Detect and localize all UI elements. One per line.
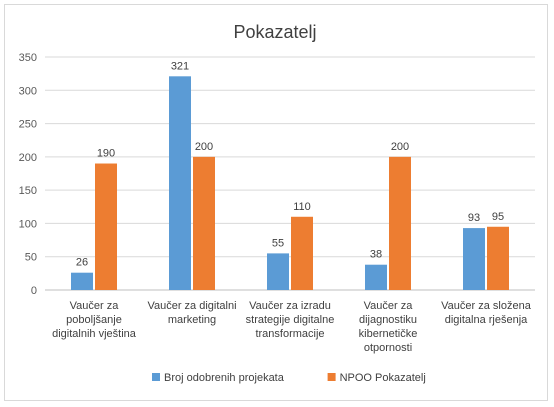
category-label: Vaučer za poboljšanje digitalnih vještina	[52, 300, 137, 340]
category-label-line: Vaučer za izradu	[249, 300, 331, 312]
y-axis-ticks: 0 50 100 150 200 250 300 350	[19, 52, 37, 297]
gridlines	[45, 56, 535, 291]
category-label: Vaučer za dijagnostiku kibernetičke otporno…	[359, 300, 418, 354]
category-label: Vaučer za složena digitalna rješenja	[441, 300, 532, 326]
data-label: 95	[492, 211, 504, 223]
bar	[291, 216, 313, 290]
chart-title: Pokazatelj	[233, 22, 316, 42]
y-tick-label: 300	[19, 85, 37, 97]
y-tick-label: 150	[19, 185, 37, 197]
category-label-line: digitalnih vještina	[52, 328, 137, 340]
data-label: 38	[370, 249, 382, 261]
data-label: 93	[468, 212, 480, 224]
legend-label: Broj odobrenih projekata	[164, 372, 285, 384]
bar	[193, 156, 215, 290]
y-tick-label: 0	[31, 285, 37, 297]
bar	[169, 76, 191, 290]
category-label-line: digitalna rješenja	[445, 314, 528, 326]
legend-swatch	[152, 373, 160, 381]
category-label-line: strategije digitalne	[246, 314, 335, 326]
bars: 26 190 321 200 55 110 38 200 93 95	[71, 60, 509, 290]
bar	[389, 156, 411, 290]
bar	[487, 226, 509, 290]
chart-frame: Pokazatelj 0 50 100 150 200 250 300 350 26 190 32…	[4, 4, 548, 401]
category-label-line: Vaučer za	[70, 300, 120, 312]
category-labels: Vaučer za poboljšanje digitalnih vještinaV…	[52, 300, 532, 354]
y-tick-label: 50	[25, 252, 37, 264]
data-label: 200	[195, 141, 213, 153]
category-label-line: poboljšanje	[66, 314, 122, 326]
bar	[71, 272, 93, 290]
category-label-line: marketing	[168, 314, 216, 326]
bar	[365, 264, 387, 290]
y-tick-label: 100	[19, 218, 37, 230]
category-label-line: transformacije	[255, 328, 324, 340]
data-label: 321	[171, 60, 189, 72]
y-tick-label: 250	[19, 119, 37, 131]
data-label: 200	[391, 141, 409, 153]
data-label: 26	[76, 257, 88, 269]
legend: Broj odobrenih projekata NPOO Pokazatelj	[152, 372, 426, 384]
category-label-line: Vaučer za	[364, 300, 414, 312]
category-label: Vaučer za izradu strategije digitalne tran…	[246, 300, 335, 340]
bar	[95, 163, 117, 290]
bar-chart: Pokazatelj 0 50 100 150 200 250 300 350 26 190 32…	[19, 22, 535, 384]
y-tick-label: 350	[19, 52, 37, 64]
category-label-line: Vaučer za složena	[441, 300, 532, 312]
category-label-line: dijagnostiku	[359, 314, 417, 326]
y-tick-label: 200	[19, 152, 37, 164]
category-label-line: kibernetičke	[359, 328, 418, 340]
bar	[267, 253, 289, 290]
data-label: 110	[293, 201, 311, 213]
legend-label: NPOO Pokazatelj	[340, 372, 426, 384]
legend-swatch	[327, 373, 336, 381]
category-label: Vaučer za digitalni marketing	[147, 300, 236, 326]
bar	[463, 228, 485, 290]
category-label-line: otpornosti	[364, 342, 412, 354]
data-label: 55	[272, 237, 284, 249]
data-label: 190	[97, 148, 115, 160]
category-label-line: Vaučer za digitalni	[147, 300, 236, 312]
